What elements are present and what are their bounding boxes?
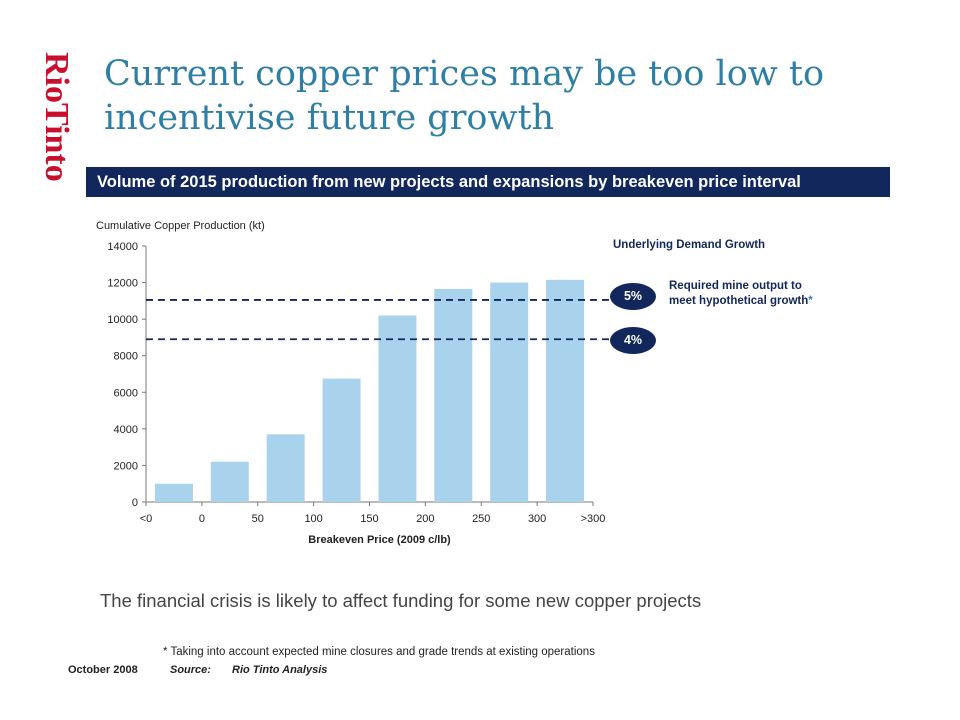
demand-growth-header: Underlying Demand Growth xyxy=(613,239,766,251)
y-tick-label: 14000 xyxy=(107,241,138,253)
x-tick-label: 150 xyxy=(360,513,378,525)
x-tick-label: 200 xyxy=(416,513,434,525)
bar xyxy=(154,483,193,502)
x-tick-label: <0 xyxy=(140,513,153,525)
x-tick-label: 250 xyxy=(472,513,490,525)
x-tick-label: 300 xyxy=(528,513,546,525)
footer-source: Source: Rio Tinto Analysis xyxy=(170,664,327,676)
footnote-text: * Taking into account expected mine clos… xyxy=(163,646,595,658)
bar xyxy=(490,282,529,502)
rio-tinto-logo: RioTinto xyxy=(38,52,75,182)
chart-banner: Volume of 2015 production from new proje… xyxy=(86,167,890,197)
required-output-note: Required mine output to meet hypothetica… xyxy=(669,279,869,309)
logo-text: RioTinto xyxy=(38,52,75,182)
x-tick-label: 0 xyxy=(199,513,205,525)
source-label: Source: xyxy=(170,664,211,676)
title-line-2: incentivise future growth xyxy=(104,98,555,138)
caption-text: The financial crisis is likely to affect… xyxy=(100,590,702,611)
bar xyxy=(434,288,473,502)
title-line-1: Current copper prices may be too low to xyxy=(104,54,825,94)
y-tick-label: 10000 xyxy=(107,314,138,326)
bar xyxy=(266,434,305,502)
required-output-line-1: Required mine output to xyxy=(669,280,802,292)
bar xyxy=(322,378,361,502)
y-tick-label: 12000 xyxy=(107,278,138,290)
y-tick-label: 4000 xyxy=(114,424,138,436)
x-axis-label: Breakeven Price (2009 c/lb) xyxy=(308,534,451,546)
chart-elements: Cumulative Copper Production (kt)0200040… xyxy=(96,220,609,546)
source-value: Rio Tinto Analysis xyxy=(232,664,328,676)
y-tick-label: 6000 xyxy=(114,387,138,399)
badge-4-percent: 4% xyxy=(610,327,656,354)
x-tick-label: 50 xyxy=(252,513,264,525)
page-title: Current copper prices may be too low to … xyxy=(104,52,924,140)
x-tick-label: 100 xyxy=(304,513,322,525)
bar-chart: Cumulative Copper Production (kt)0200040… xyxy=(96,220,609,546)
x-tick-label: >300 xyxy=(581,513,606,525)
y-tick-label: 2000 xyxy=(114,460,138,472)
footer-date: October 2008 xyxy=(68,664,138,676)
y-tick-label: 0 xyxy=(132,497,138,509)
bar xyxy=(546,279,585,502)
y-tick-label: 8000 xyxy=(114,351,138,363)
y-axis-label: Cumulative Copper Production (kt) xyxy=(96,220,265,232)
required-output-line-2: meet hypothetical growth xyxy=(669,295,809,307)
footnote-marker: * xyxy=(808,295,813,307)
bar xyxy=(210,461,249,502)
badge-5-percent: 5% xyxy=(610,283,656,310)
bar xyxy=(378,315,417,502)
